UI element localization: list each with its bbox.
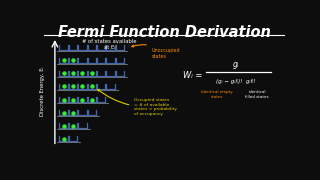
Text: Occupied states
= # of available
states × probability
of occupancy: Occupied states = # of available states … — [98, 89, 177, 116]
Text: Fermi Function Derivation: Fermi Function Derivation — [58, 25, 270, 40]
Text: Unoccupied
states: Unoccupied states — [132, 45, 180, 59]
Text: # of states available
at Eᵢ: # of states available at Eᵢ — [82, 39, 137, 50]
Text: (gᵢ − gᵢfᵢ)!  gᵢfᵢ!: (gᵢ − gᵢfᵢ)! gᵢfᵢ! — [216, 79, 256, 84]
Text: gᵢ: gᵢ — [233, 60, 239, 69]
Text: Discrete Energy, Eᵢ: Discrete Energy, Eᵢ — [40, 67, 45, 116]
Text: identical
filled states: identical filled states — [245, 90, 269, 99]
Text: Wᵢ =: Wᵢ = — [183, 71, 202, 80]
Text: Identical empty
states: Identical empty states — [202, 90, 233, 99]
